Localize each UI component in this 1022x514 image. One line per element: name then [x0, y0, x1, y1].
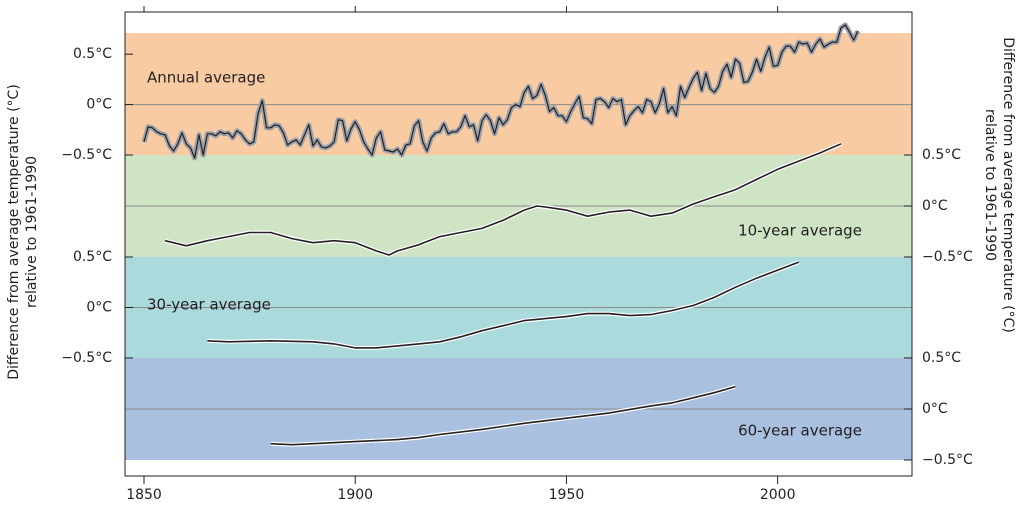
series-label: 30-year average: [147, 296, 271, 314]
plot-marks: Annual average 10-year average 30-year ave…: [141, 22, 862, 447]
y-tick-label: −0.5°C: [922, 452, 973, 468]
series-label: 10-year average: [738, 222, 862, 240]
axes: 0.5°C 0°C −0.5°C Difference from average te…: [6, 6, 1016, 503]
series-label: 60-year average: [738, 422, 862, 440]
y-tick-label: 0°C: [922, 198, 948, 214]
x-tick-label: 1950: [549, 487, 585, 503]
y-axis-label-line: relative to 1961-1990: [982, 109, 998, 261]
y-tick-label: −0.5°C: [61, 147, 112, 163]
y-axis-label: Difference from average temperature (°C)…: [982, 37, 1016, 333]
x-tick-label: 1900: [337, 487, 373, 503]
y-tick-label: 0.5°C: [922, 350, 961, 366]
series-line: [143, 24, 859, 159]
y-tick-label: 0.5°C: [73, 46, 112, 62]
y-tick-label: −0.5°C: [61, 350, 112, 366]
y-tick-label: −0.5°C: [922, 249, 973, 265]
panel-bands: [125, 33, 912, 460]
y-axis-label-line: Difference from average temperature (°C): [1000, 37, 1016, 333]
x-tick-label: 2000: [760, 487, 796, 503]
y-axis-label-line: Difference from average temperature (°C): [6, 84, 22, 380]
y-tick-label: 0°C: [922, 401, 948, 417]
series-line: [207, 261, 800, 349]
y-tick-label: 0°C: [86, 300, 112, 316]
plot-frame: [124, 11, 913, 477]
series-line: [164, 143, 842, 256]
y-tick-label: 0.5°C: [922, 147, 961, 163]
x-tick-label: 1850: [126, 487, 162, 503]
y-axis-label-line: relative to 1961-1990: [24, 156, 40, 308]
y-axis-label: Difference from average temperature (°C)…: [6, 84, 40, 380]
series-label: Annual average: [147, 69, 265, 87]
series-line: [270, 385, 736, 446]
y-tick-label: 0.5°C: [73, 249, 112, 265]
y-tick-label: 0°C: [86, 97, 112, 113]
